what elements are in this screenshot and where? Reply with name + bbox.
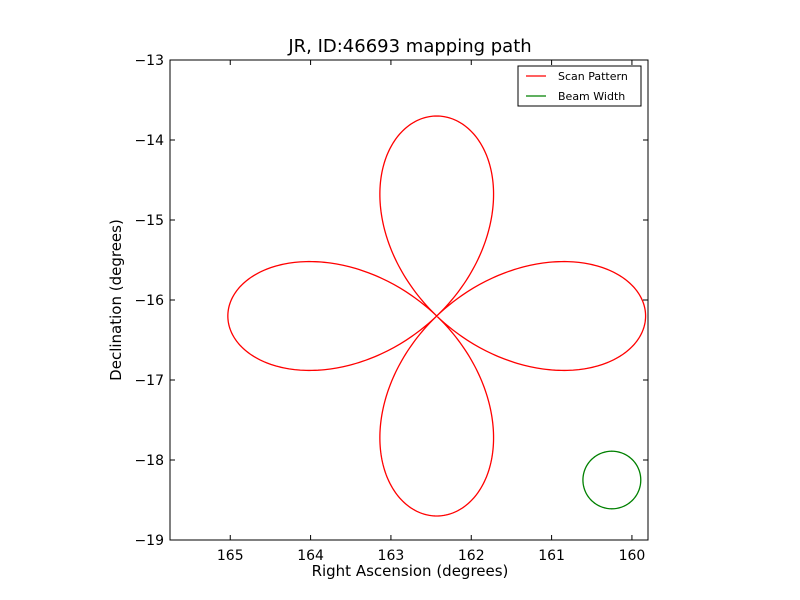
y-tick-label: −16 [134,293,164,309]
x-tick-label: 164 [297,548,324,564]
x-tick-label: 163 [378,548,405,564]
x-axis: 165 164 163 162 161 160 [217,60,645,564]
x-tick-label: 162 [458,548,485,564]
y-tick-label: −17 [134,373,164,389]
x-tick-label: 161 [538,548,565,564]
y-tick-label: −13 [134,53,164,69]
y-tick-label: −18 [134,453,164,469]
chart-title: JR, ID:46693 mapping path [287,36,531,57]
x-axis-title: Right Ascension (degrees) [312,562,509,580]
plot-frame [169,59,649,541]
legend-frame [517,65,642,107]
y-axis: −13 −14 −15 −16 −17 −18 −19 [134,53,648,549]
y-axis-title: Declination (degrees) [107,219,125,381]
legend: Scan Pattern Beam Width [517,65,642,107]
y-tick-label: −15 [134,213,164,229]
plot-curves [227,115,647,517]
beam-width-circle [582,450,642,510]
y-tick-label: −14 [134,133,164,149]
x-tick-label: 160 [619,548,646,564]
legend-label-scan-pattern: Scan Pattern [558,70,628,83]
scan-pattern-line [227,115,647,517]
x-tick-label: 165 [217,548,244,564]
y-tick-label: −19 [134,533,164,549]
legend-label-beam-width: Beam Width [558,90,625,103]
